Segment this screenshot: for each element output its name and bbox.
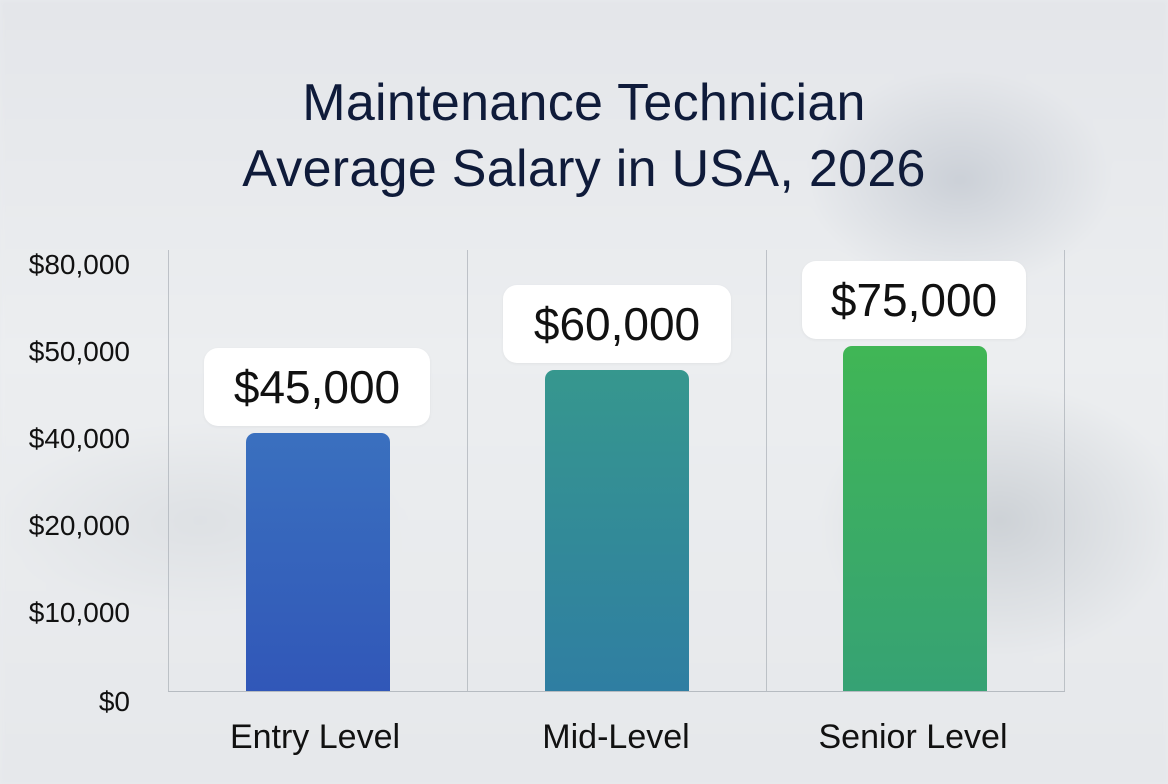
- x-category-label: Mid-Level: [542, 718, 690, 756]
- chart-title-line-1: Maintenance Technician: [302, 74, 866, 132]
- data-label-senior-level: $75,000: [802, 261, 1026, 339]
- bar-entry-level: [246, 433, 390, 691]
- plot-area: [168, 250, 1065, 692]
- grid-line: [1064, 250, 1065, 691]
- y-tick-label: $80,000: [28, 249, 130, 280]
- grid-line: [766, 250, 767, 691]
- x-category-label: Senior Level: [818, 718, 1008, 756]
- y-tick-label: $40,000: [28, 423, 130, 454]
- y-tick-label: $20,000: [28, 510, 130, 541]
- data-label-mid-level: $60,000: [503, 285, 731, 363]
- data-label-entry-level: $45,000: [204, 348, 430, 426]
- chart-title: Maintenance Technician Average Salary in…: [0, 70, 1168, 202]
- y-tick-label: $10,000: [28, 597, 130, 628]
- chart-title-line-2: Average Salary in USA, 2026: [242, 140, 926, 198]
- x-axis-baseline: [168, 691, 1065, 692]
- y-tick-label: $50,000: [28, 336, 130, 367]
- bar-senior-level: [843, 346, 987, 691]
- grid-line: [467, 250, 468, 691]
- x-category-label: Entry Level: [229, 718, 401, 756]
- y-tick-label: $0: [98, 686, 130, 717]
- bar-mid-level: [545, 370, 689, 691]
- grid-line: [168, 250, 169, 691]
